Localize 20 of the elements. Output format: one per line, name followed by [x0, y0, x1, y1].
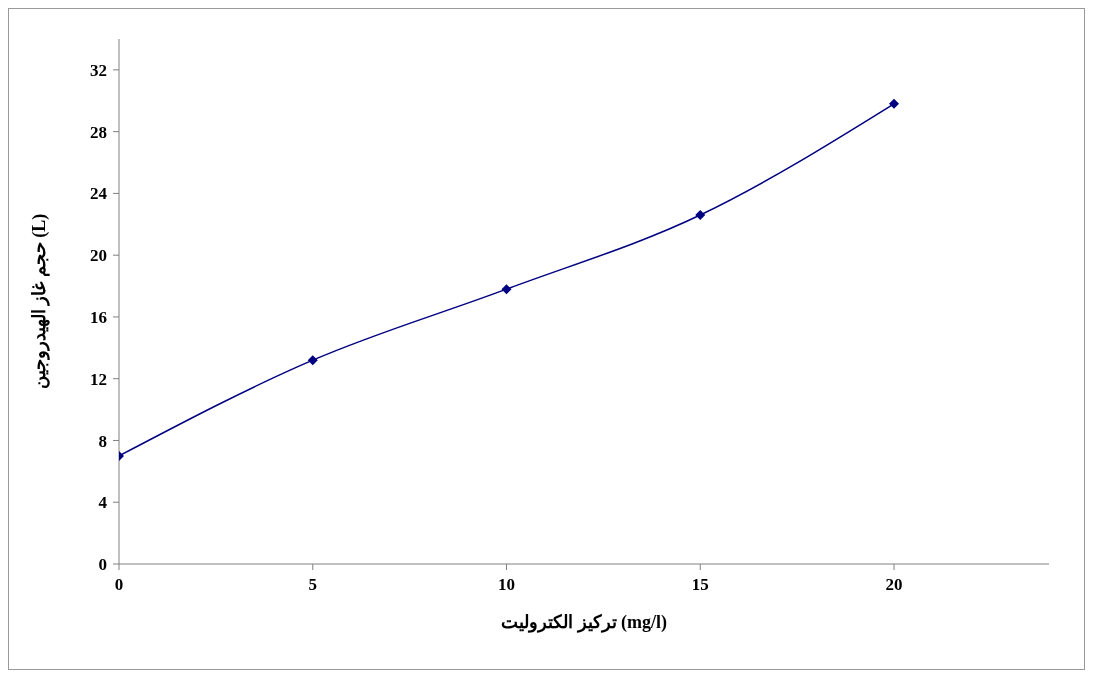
y-axis-title: حجم غاز الهيدروجين (L)	[29, 213, 51, 390]
y-tick-label: 4	[98, 493, 108, 513]
point	[307, 355, 318, 366]
y-tick-label: 28	[90, 122, 107, 142]
x-tick-label: 20	[885, 575, 903, 595]
x-tick-label: 5	[308, 575, 317, 595]
point	[695, 210, 706, 221]
y-tick-label: 0	[98, 555, 107, 575]
y-tick-label: 32	[90, 60, 107, 80]
y-tick-label: 24	[90, 184, 108, 204]
point	[889, 98, 899, 109]
x-axis-title: تركيز الكتروليت (mg/l)	[501, 612, 667, 633]
y-tick-label: 16	[90, 307, 107, 327]
x-tick-label: 15	[691, 575, 709, 595]
y-tick-label: 12	[90, 369, 107, 389]
y-tick-label: 8	[98, 431, 107, 451]
point	[501, 284, 512, 295]
y-tick-label: 20	[90, 246, 107, 266]
x-tick-label: 10	[498, 575, 515, 595]
x-tick-label: 0	[114, 575, 124, 595]
